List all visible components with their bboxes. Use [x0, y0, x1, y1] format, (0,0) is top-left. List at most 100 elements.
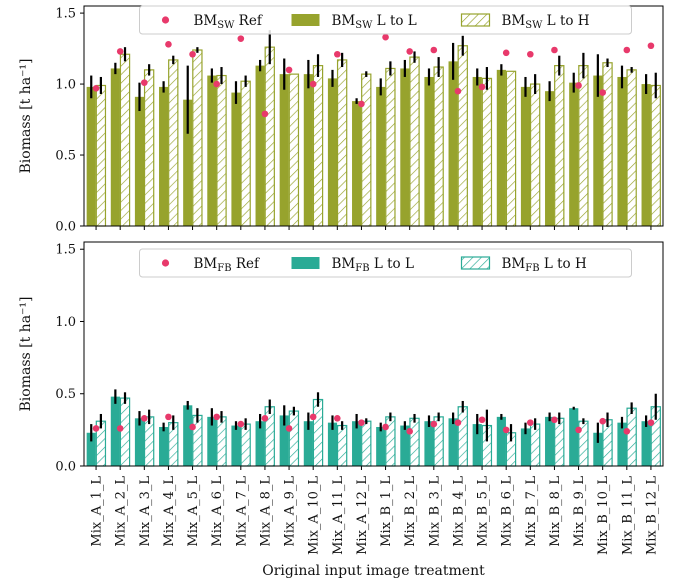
- bar-l-to-l: [472, 424, 482, 466]
- ref-point: [647, 42, 655, 50]
- bar-l-to-h: [119, 53, 131, 227]
- ref-point: [237, 420, 245, 428]
- bar-l-to-h: [361, 73, 372, 227]
- bar-l-to-l: [424, 421, 434, 466]
- bar-l-to-h: [578, 65, 589, 227]
- ref-point: [382, 33, 389, 41]
- bar-l-to-h: [554, 417, 565, 467]
- bar-l-to-l: [207, 416, 217, 466]
- bar-l-to-l: [617, 422, 627, 466]
- bar-l-to-h: [336, 59, 348, 227]
- legend-ref-marker: [161, 16, 170, 24]
- bar-l-to-h: [529, 423, 541, 467]
- ref-point: [406, 428, 413, 435]
- ref-point: [527, 50, 534, 58]
- bar-l-to-l: [569, 82, 579, 226]
- bar-l-to-h: [433, 66, 444, 227]
- legend: BMFB Ref BMFB L to L BMFB L to H: [139, 248, 632, 278]
- bar-l-to-h: [288, 410, 300, 467]
- bar-l-to-h: [143, 416, 155, 467]
- ref-point: [551, 416, 558, 424]
- legend-label-lh: BMFB L to H: [502, 256, 587, 274]
- y-tick-label: 1.5: [55, 7, 76, 22]
- ref-point: [237, 35, 245, 42]
- ref-point: [285, 66, 293, 74]
- bar-l-to-l: [352, 421, 362, 466]
- ref-point: [527, 419, 534, 426]
- ref-point: [575, 82, 582, 89]
- bar-l-to-l: [231, 425, 241, 466]
- bar-l-to-l: [303, 421, 313, 466]
- ref-point: [599, 417, 606, 425]
- x-tick-label: Mix_A_5_L: [186, 476, 201, 547]
- bar-l-to-h: [602, 62, 613, 227]
- bar-l-to-l: [327, 78, 338, 226]
- ref-point: [213, 413, 220, 421]
- bar-l-to-l: [207, 75, 217, 226]
- ref-point: [382, 423, 389, 431]
- bar-l-to-h: [457, 406, 468, 467]
- ref-point: [165, 41, 172, 48]
- legend-l-to-h-swatch: [460, 256, 491, 270]
- x-tick-label: Mix_A_3_L: [138, 476, 153, 547]
- x-axis-label: Original input image treatment: [262, 563, 485, 579]
- bar-l-to-h: [336, 424, 348, 467]
- ref-point: [406, 48, 413, 55]
- ref-point: [478, 83, 486, 91]
- x-tick-label: Mix_B_3_L: [427, 476, 442, 547]
- bar-l-to-h: [626, 69, 637, 227]
- bar-l-to-l: [545, 91, 555, 227]
- x-tick-label: Mix_A_8_L: [258, 476, 273, 547]
- bar-l-to-l: [327, 422, 338, 466]
- ref-point: [165, 413, 172, 421]
- ref-point: [551, 46, 558, 54]
- bar-l-to-h: [529, 83, 541, 227]
- bar-l-to-l: [424, 76, 434, 226]
- bar-l-to-l: [134, 418, 145, 466]
- ref-point: [92, 425, 100, 432]
- legend-label-ref: BMFB Ref: [194, 256, 260, 274]
- plot-frame: [83, 241, 664, 467]
- ref-point: [478, 416, 486, 424]
- ref-point: [92, 85, 100, 92]
- ref-point: [189, 50, 196, 58]
- bar-l-to-l: [496, 69, 506, 226]
- bar-l-to-l: [448, 418, 458, 466]
- legend-label-ll: BMFB L to L: [332, 256, 414, 274]
- bar-l-to-l: [448, 61, 458, 226]
- ref-point: [213, 80, 220, 88]
- x-tick-label: Mix_A_2_L: [114, 476, 129, 547]
- bar-l-to-l: [110, 396, 120, 466]
- bar-l-to-l: [231, 92, 241, 226]
- x-tick-label: Mix_A_1_L: [90, 476, 105, 547]
- bar-l-to-l: [641, 421, 651, 466]
- bar-l-to-l: [545, 416, 555, 466]
- bar-l-to-h: [216, 416, 227, 467]
- bar-l-to-h: [409, 56, 420, 227]
- bar-l-to-h: [168, 59, 179, 227]
- ref-point: [285, 425, 293, 432]
- x-tick-label: Mix_B_10_L: [596, 476, 611, 555]
- legend-l-to-l-swatch: [291, 14, 320, 26]
- bar-l-to-h: [143, 69, 155, 227]
- y-tick-label: 0.5: [55, 149, 76, 164]
- ref-point: [141, 415, 148, 422]
- ref-point: [454, 419, 462, 426]
- bar-l-to-h: [240, 80, 251, 227]
- ref-point: [647, 419, 655, 426]
- y-tick-label: 1.5: [55, 243, 76, 258]
- bar-l-to-l: [617, 76, 627, 226]
- bar-l-to-l: [159, 86, 169, 226]
- bar-l-to-h: [626, 407, 637, 467]
- bar-l-to-h: [481, 77, 493, 227]
- bar-l-to-l: [593, 432, 603, 466]
- x-tick-label: Mix_A_9_L: [283, 476, 298, 547]
- bar-l-to-l: [134, 96, 145, 226]
- x-tick-label: Mix_B_9_L: [572, 476, 587, 547]
- x-tick-label: Mix_A_10_L: [307, 476, 322, 555]
- bar-l-to-l: [279, 74, 289, 227]
- bar-l-to-l: [303, 74, 313, 227]
- bar-l-to-l: [520, 428, 531, 466]
